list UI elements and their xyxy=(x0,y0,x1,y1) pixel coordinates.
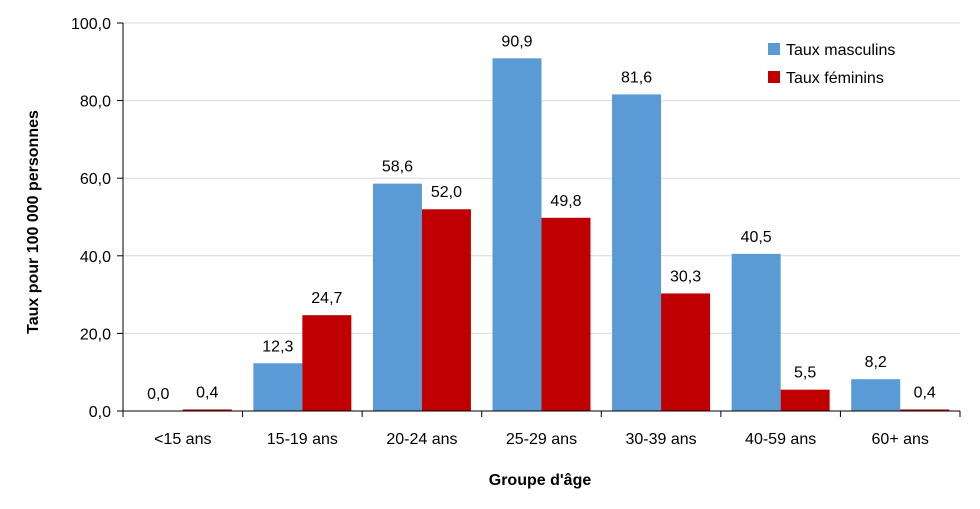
legend-swatch xyxy=(768,71,780,83)
bar-feminin xyxy=(780,389,830,411)
data-label: 0,4 xyxy=(914,384,936,401)
x-tick-label: 30-39 ans xyxy=(625,431,696,448)
bar-feminin xyxy=(661,293,711,411)
data-label: 12,3 xyxy=(262,338,293,355)
x-tick-label: 40-59 ans xyxy=(745,431,816,448)
data-label: 52,0 xyxy=(431,184,462,201)
data-label: 40,5 xyxy=(741,229,772,246)
axes xyxy=(117,22,961,417)
y-tick-label: 0,0 xyxy=(89,404,111,421)
data-label: 81,6 xyxy=(621,69,652,86)
legend: Taux masculins Taux féminins xyxy=(768,42,895,87)
bar-masculin xyxy=(372,183,422,411)
legend-label: Taux masculins xyxy=(786,42,895,59)
x-tick-label: 15-19 ans xyxy=(267,431,338,448)
data-label: 0,0 xyxy=(147,386,169,403)
bar-feminin xyxy=(182,409,232,411)
y-axis-title: Taux pour 100 000 personnes xyxy=(25,110,42,334)
y-tick-label: 100,0 xyxy=(71,16,111,33)
bar-masculin xyxy=(612,94,662,411)
data-label: 5,5 xyxy=(794,365,816,382)
y-tick-labels: 0,0 20,0 40,0 60,0 80,0 100,0 xyxy=(71,16,111,421)
x-tick-label: 60+ ans xyxy=(872,431,929,448)
x-tick-label: 20-24 ans xyxy=(386,431,457,448)
bar-masculin xyxy=(731,253,781,411)
data-label: 24,7 xyxy=(311,290,342,307)
data-labels: 0,0 12,3 58,6 90,9 81,6 40,5 8,2 0,4 24,7 52,0 49,… xyxy=(147,33,936,403)
y-tick-label: 60,0 xyxy=(80,171,111,188)
bars xyxy=(182,58,950,412)
legend-swatch xyxy=(768,43,780,55)
x-tick-label: <15 ans xyxy=(154,431,211,448)
y-tick-label: 80,0 xyxy=(80,94,111,111)
bar-feminin xyxy=(900,409,950,411)
data-label: 8,2 xyxy=(865,354,887,371)
bar-feminin xyxy=(302,315,352,411)
data-label: 0,4 xyxy=(196,384,218,401)
bar-masculin xyxy=(492,58,542,412)
data-label: 90,9 xyxy=(501,33,532,50)
y-tick-label: 40,0 xyxy=(80,249,111,266)
x-axis-title: Groupe d'âge xyxy=(489,472,592,489)
data-label: 30,3 xyxy=(670,268,701,285)
y-tick-label: 20,0 xyxy=(80,326,111,343)
data-label: 58,6 xyxy=(382,159,413,176)
bar-feminin xyxy=(421,209,471,411)
x-tick-label: 25-29 ans xyxy=(506,431,577,448)
legend-label: Taux féminins xyxy=(786,70,884,87)
bar-masculin xyxy=(253,363,303,411)
bar-feminin xyxy=(541,217,591,411)
bar-masculin xyxy=(851,379,901,411)
x-tick-labels: <15 ans 15-19 ans 20-24 ans 25-29 ans 30-39 … xyxy=(154,431,929,448)
data-label: 49,8 xyxy=(550,193,581,210)
